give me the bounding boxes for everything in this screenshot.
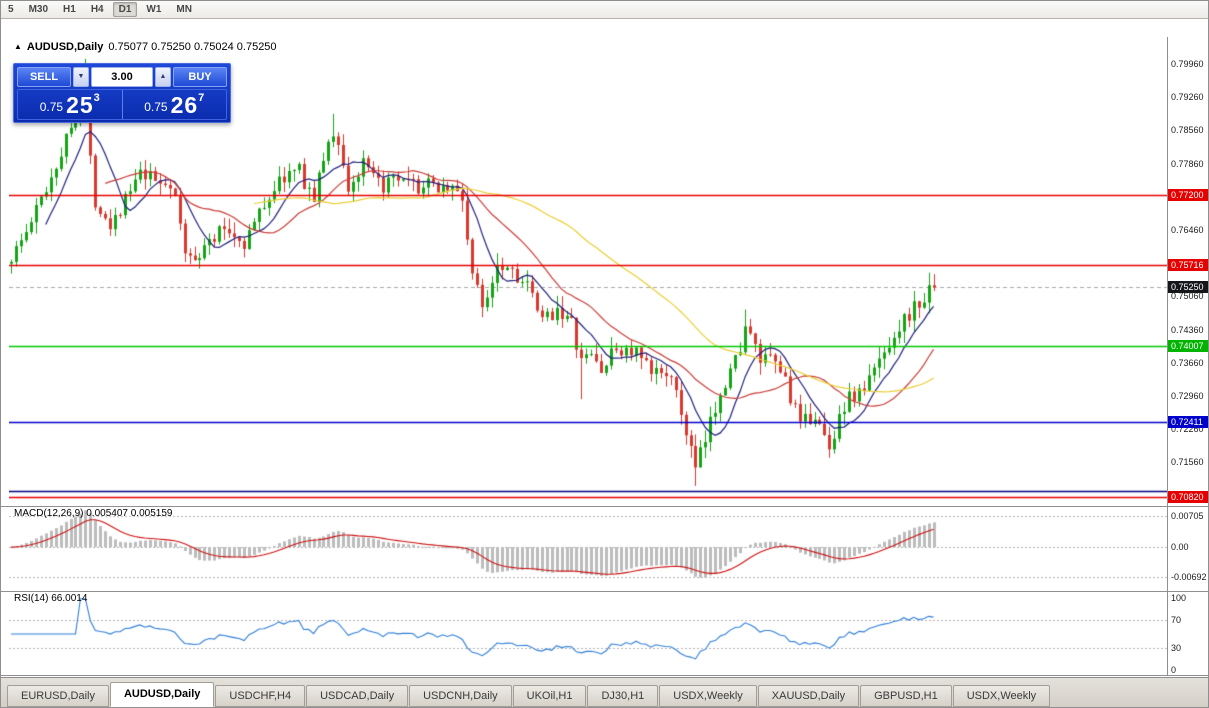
timeframe-bar: 5 M30 H1 H4 D1 W1 MN [1, 1, 1208, 19]
chart-tab-9-gbpusd-h1[interactable]: GBPUSD,H1 [860, 685, 952, 707]
price-tick-label: 0.79960 [1171, 59, 1204, 70]
rsi-indicator-label: RSI(14) 66.0014 [14, 593, 88, 604]
chart-title: ▲ AUDUSD,Daily 0.75077 0.75250 0.75024 0… [14, 41, 277, 53]
price-tick-label: 0.72260 [1171, 424, 1204, 435]
timeframe-button-m30[interactable]: M30 [28, 4, 49, 15]
lot-size-input[interactable]: 3.00 [91, 67, 153, 87]
macd-indicator-label: MACD(12,26,9) 0.005407 0.005159 [14, 508, 173, 519]
price-badge: 0.75716 [1168, 259, 1208, 272]
sell-price-prefix: 0.75 [39, 100, 64, 114]
lot-increase-button[interactable]: ▲ [155, 67, 171, 87]
date-axis-separator [1, 675, 1208, 676]
rsi-level-label: 0 [1171, 665, 1177, 675]
sell-price-pips: 25 [66, 92, 94, 118]
chart-tab-4-usdcnh-daily[interactable]: USDCNH,Daily [409, 685, 512, 707]
timeframe-button-h4[interactable]: H4 [90, 4, 104, 15]
timeframe-button-mn[interactable]: MN [176, 4, 192, 15]
price-tick-label: 0.73660 [1171, 357, 1204, 368]
buy-price-pips: 26 [170, 92, 199, 118]
price-badge: 0.72411 [1168, 415, 1208, 428]
buy-price-prefix: 0.75 [144, 100, 168, 114]
price-tick-label: 0.76460 [1171, 224, 1204, 235]
timeframe-button-d1[interactable]: D1 [112, 2, 138, 17]
price-divider [121, 90, 123, 119]
sell-button[interactable]: SELL [17, 67, 71, 87]
price-tick-label: 0.79260 [1171, 92, 1204, 103]
chart-tab-8-xauusd-daily[interactable]: XAUUSD,Daily [757, 685, 860, 707]
macd-panel-separator[interactable] [1, 506, 1208, 507]
buy-price-point: 7 [198, 92, 205, 104]
timeframe-button-w1[interactable]: W1 [146, 4, 162, 15]
price-scale-border[interactable] [1167, 37, 1168, 676]
chart-tab-2-usdchf-h4[interactable]: USDCHF,H4 [215, 685, 306, 707]
chart-tab-bar: EURUSD,Daily AUDUSD,Daily USDCHF,H4 USDCAD,… [1, 677, 1208, 707]
chart-tab-5-ukoil-h1[interactable]: UKOil,H1 [512, 685, 587, 707]
rsi-panel-separator[interactable] [1, 591, 1208, 592]
price-tick-label: 0.71560 [1171, 457, 1204, 468]
chart-ohlc-values: 0.75077 0.75250 0.75024 0.75250 [108, 41, 277, 53]
price-tick-label: 0.77860 [1171, 158, 1204, 169]
price-badge: 0.75250 [1168, 281, 1208, 294]
rsi-level-label: 30 [1171, 643, 1182, 654]
price-tick-label: 0.75060 [1171, 291, 1204, 302]
price-tick-label: 0.72960 [1171, 390, 1204, 401]
price-tick-label: 0.78560 [1171, 125, 1204, 136]
price-tick-label: 0.74360 [1171, 324, 1204, 335]
main-price-chart[interactable] [9, 47, 1167, 503]
chart-tab-7-usdx-weekly[interactable]: USDX,Weekly [659, 685, 757, 707]
timeframe-button-h1[interactable]: H1 [63, 4, 76, 15]
price-badge: 0.70820 [1168, 491, 1208, 504]
chart-tab-1-audusd-daily[interactable]: AUDUSD,Daily [109, 682, 215, 707]
sell-price-point: 3 [93, 92, 100, 104]
chart-marker-icon: ▲ [14, 42, 22, 51]
chart-tab-0-eurusd-daily[interactable]: EURUSD,Daily [7, 685, 109, 707]
rsi-level-label: 70 [1171, 614, 1182, 625]
chart-tab-10-usdx-weekly[interactable]: USDX,Weekly [952, 685, 1051, 707]
timeframe-button-5[interactable]: 5 [8, 4, 14, 15]
chart-symbol-label: AUDUSD,Daily [26, 41, 104, 53]
macd-level-label: -0.00692 [1171, 572, 1207, 583]
chart-tab-3-usdcad-daily[interactable]: USDCAD,Daily [306, 685, 409, 707]
buy-price-display[interactable]: 0.75 26 7 [123, 90, 227, 119]
chart-window: ▲ AUDUSD,Daily 0.75077 0.75250 0.75024 0… [1, 19, 1208, 689]
rsi-indicator-chart[interactable] [9, 594, 1167, 674]
price-badge: 0.74007 [1168, 340, 1208, 353]
sell-price-display[interactable]: 0.75 25 3 [18, 90, 122, 119]
one-click-trading-panel: SELL ▼ 3.00 ▲ BUY 0.75 25 3 0.75 26 7 [13, 63, 231, 123]
macd-level-label: 0.00 [1171, 542, 1189, 553]
chart-tab-6-dj30-h1[interactable]: DJ30,H1 [587, 685, 659, 707]
price-badge: 0.77200 [1168, 188, 1208, 201]
macd-indicator-chart[interactable] [9, 509, 1167, 587]
lot-decrease-button[interactable]: ▼ [73, 67, 89, 87]
rsi-level-label: 100 [1171, 593, 1187, 603]
macd-level-label: 0.00705 [1171, 511, 1204, 522]
buy-button[interactable]: BUY [173, 67, 227, 87]
